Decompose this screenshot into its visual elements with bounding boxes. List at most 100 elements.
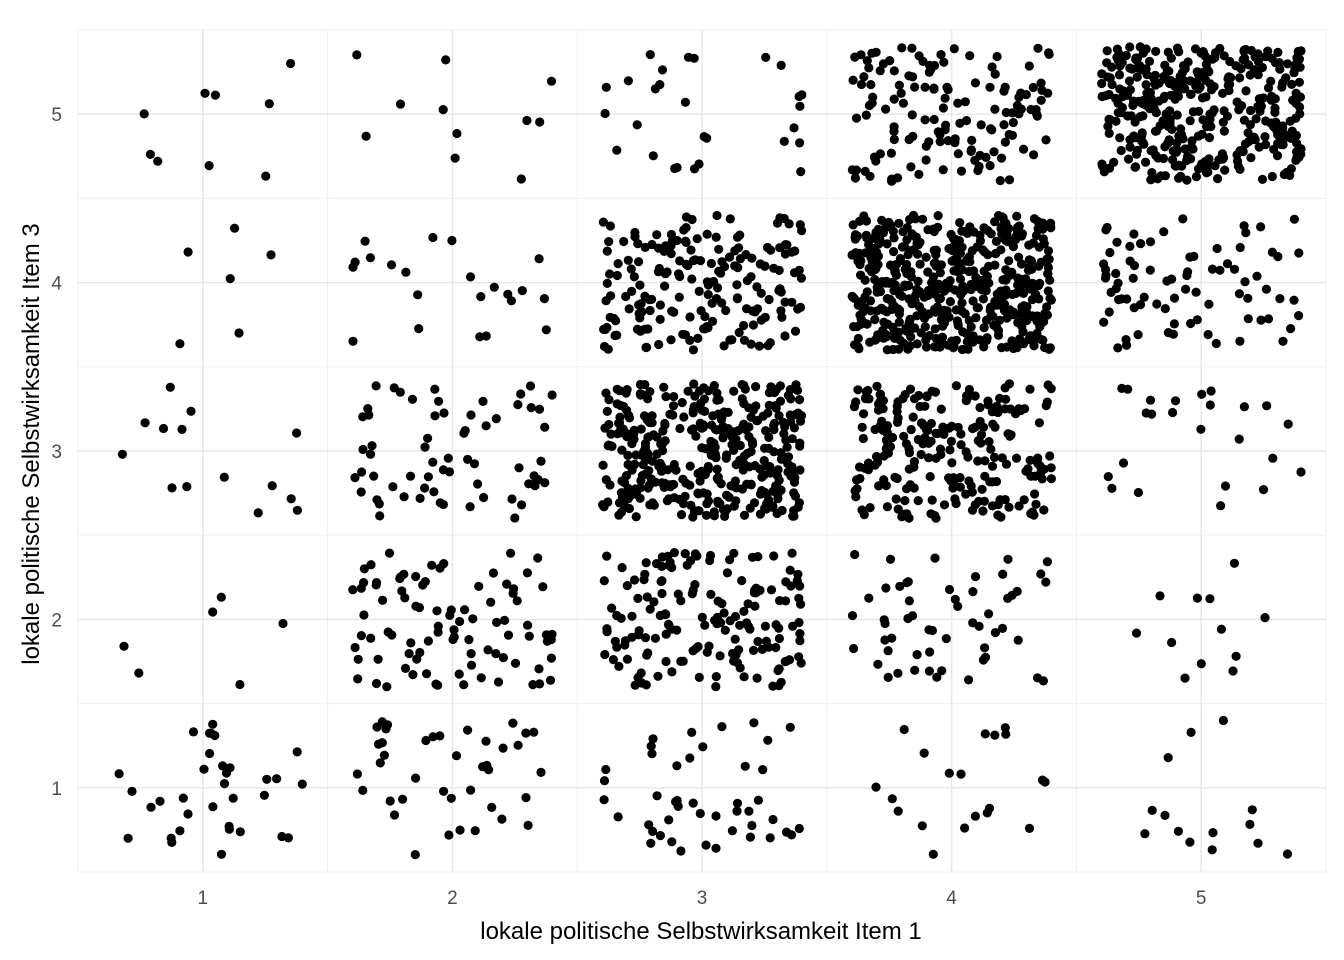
data-point [779, 136, 789, 146]
data-point [893, 806, 903, 816]
data-point [655, 831, 666, 841]
data-point [358, 444, 368, 455]
data-point [216, 849, 227, 859]
data-point [668, 401, 679, 411]
data-point [955, 274, 966, 284]
data-point [695, 476, 705, 486]
data-point [535, 679, 545, 689]
data-point [1179, 76, 1189, 86]
data-point [1277, 82, 1287, 92]
data-point [478, 396, 488, 406]
data-point [1033, 458, 1043, 468]
data-point [973, 165, 983, 176]
data-point [678, 329, 688, 339]
data-point [1163, 753, 1173, 763]
y-axis-tick-labels: 1 2 3 4 5 [51, 105, 62, 800]
data-point [1228, 666, 1238, 676]
data-point [507, 494, 517, 504]
data-point [601, 764, 611, 775]
data-point [1100, 91, 1111, 101]
data-point [1194, 106, 1204, 116]
data-point [970, 811, 981, 821]
data-point [763, 735, 773, 745]
data-point [753, 552, 763, 562]
data-point [466, 785, 476, 795]
data-point [724, 252, 735, 262]
data-point [1274, 58, 1284, 68]
data-point [612, 610, 622, 621]
data-point [1013, 273, 1023, 283]
data-point [431, 679, 441, 689]
data-point [771, 403, 781, 413]
data-point [883, 646, 893, 656]
data-point [224, 821, 234, 832]
data-point [635, 280, 645, 290]
data-point [1262, 401, 1272, 411]
data-point [497, 814, 507, 824]
data-point [687, 214, 697, 225]
data-point [469, 459, 480, 469]
data-point [177, 424, 187, 434]
data-point [679, 225, 689, 235]
data-point [850, 173, 861, 183]
data-point [768, 814, 778, 825]
data-point [795, 441, 805, 451]
data-point [365, 449, 376, 459]
data-point [1182, 270, 1192, 281]
data-point [1147, 409, 1157, 419]
y-tick-label: 1 [51, 779, 62, 800]
data-point [652, 449, 662, 459]
data-point [1181, 284, 1191, 294]
data-point [1101, 225, 1111, 235]
data-point [1023, 281, 1034, 291]
data-point [510, 513, 520, 523]
data-point [182, 482, 192, 492]
data-point [602, 627, 612, 637]
data-point [235, 827, 245, 837]
data-point [887, 175, 897, 186]
data-point [483, 645, 493, 655]
data-point [1014, 404, 1024, 414]
data-point [1046, 384, 1056, 394]
data-point [735, 620, 745, 630]
data-point [1042, 302, 1052, 312]
data-point [764, 432, 774, 442]
data-point [1145, 395, 1156, 405]
data-point [940, 125, 950, 135]
data-point [489, 282, 499, 292]
data-point [1204, 154, 1214, 164]
data-point [906, 425, 916, 435]
data-point [1160, 810, 1170, 821]
data-point [1135, 112, 1145, 122]
data-point [612, 330, 622, 340]
data-point [432, 606, 442, 616]
data-point [785, 565, 795, 575]
data-point [929, 114, 939, 125]
data-point [998, 569, 1008, 579]
data-point [540, 422, 550, 432]
data-point [734, 243, 744, 253]
data-point [1289, 295, 1299, 305]
data-point [605, 221, 616, 231]
data-point [508, 584, 519, 594]
data-point [715, 651, 725, 661]
data-point [598, 460, 608, 470]
data-point [632, 120, 642, 130]
data-point [1042, 310, 1052, 320]
data-point [1137, 131, 1147, 141]
data-point [1292, 53, 1302, 63]
data-point [647, 239, 657, 250]
data-point [599, 795, 609, 805]
data-point [606, 429, 616, 439]
data-point [898, 98, 909, 108]
data-point [772, 218, 783, 228]
data-point [990, 249, 1001, 259]
data-point [932, 672, 942, 682]
data-point [931, 342, 941, 352]
data-point [1008, 117, 1018, 128]
data-point [976, 275, 987, 286]
data-point [348, 336, 358, 346]
data-point [996, 512, 1006, 522]
data-point [1039, 505, 1049, 515]
